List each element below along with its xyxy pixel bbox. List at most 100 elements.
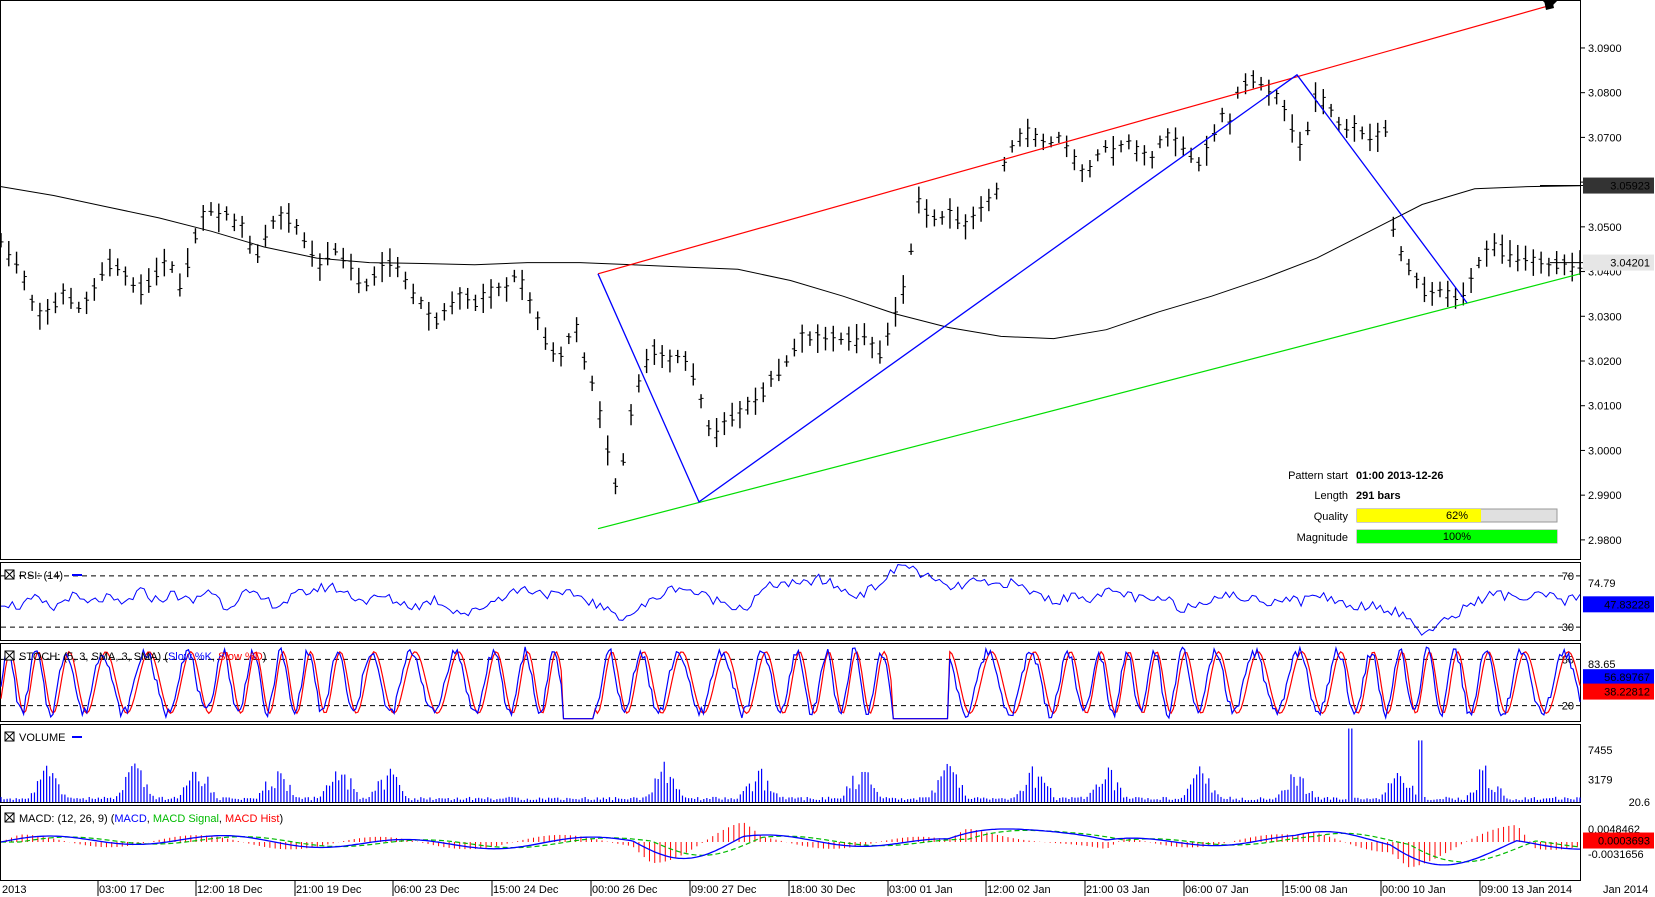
volume-close-icon[interactable] — [4, 731, 15, 742]
price-bar — [99, 262, 105, 281]
price-bar — [799, 324, 805, 353]
price-bar — [426, 301, 432, 331]
price-bar — [418, 296, 424, 309]
price-bar — [1204, 135, 1210, 166]
price-bar — [488, 279, 494, 309]
price-bar — [737, 401, 743, 429]
x-label-9: 03:00 01 Jan — [889, 884, 953, 896]
price-bar — [978, 196, 984, 222]
volume-title: VOLUME — [19, 732, 65, 744]
rsi-top-tick: 74.79 — [1588, 578, 1616, 590]
x-label-5: 15:00 24 Dec — [493, 884, 559, 896]
rsi-value-label: 47.83228 — [1604, 599, 1650, 611]
price-bar — [1414, 272, 1420, 289]
price-bar — [1025, 118, 1031, 148]
x-label-6: 00:00 26 Dec — [592, 884, 658, 896]
price-bar — [636, 374, 642, 393]
price-bar — [1141, 145, 1147, 166]
price-bar — [620, 453, 626, 466]
price-bar — [1398, 246, 1404, 262]
price-bar — [900, 275, 906, 304]
price-bar — [1344, 118, 1350, 138]
stoch-d-value-label-bg — [1583, 683, 1654, 700]
price-bar — [1095, 149, 1101, 162]
volume-value-label-bg — [1583, 793, 1654, 810]
pattern-start-label: Pattern start — [1288, 470, 1348, 482]
price-bar — [846, 326, 852, 351]
price-bar — [815, 324, 821, 353]
price-bar — [465, 287, 471, 309]
price-bar — [52, 292, 58, 314]
price-bar — [721, 412, 727, 436]
price-bar — [122, 266, 128, 286]
price-bar — [107, 248, 113, 277]
price-value-label-bg — [1583, 254, 1654, 271]
magnitude-bar-fill — [1357, 530, 1557, 543]
price-bar — [527, 292, 533, 314]
stoch-panel — [0, 643, 1581, 722]
x-label-8: 18:00 30 Dec — [790, 884, 856, 896]
price-bar — [581, 352, 587, 370]
volume-panel — [0, 724, 1581, 803]
x-label-3: 21:00 19 Dec — [296, 884, 362, 896]
price-bar — [706, 420, 712, 437]
price-bar — [1351, 115, 1357, 142]
macd-signal-line — [1, 829, 1581, 863]
price-bar — [60, 283, 66, 305]
stoch-level-low-label: 20 — [1562, 701, 1574, 713]
stoch-level-high-label: 80 — [1562, 654, 1574, 666]
price-bar — [659, 345, 665, 369]
price-bar — [504, 277, 510, 302]
volume-tick-0: 7455 — [1588, 745, 1612, 757]
price-bar — [91, 278, 97, 301]
price-bar — [1297, 131, 1303, 161]
rsi-level-high-label: 70 — [1562, 571, 1574, 583]
x-label-2: 12:00 18 Dec — [197, 884, 263, 896]
price-bar — [1258, 76, 1264, 91]
price-bar — [449, 291, 455, 315]
volume-tick-1: 3179 — [1588, 775, 1612, 787]
price-bar — [200, 204, 206, 231]
macd-value-label: 0.0003693 — [1598, 836, 1650, 848]
price-bar — [270, 215, 276, 229]
price-bar — [854, 324, 860, 354]
price-bar — [791, 338, 797, 357]
ma-value-label: 3.05923 — [1610, 181, 1650, 193]
price-bar — [1336, 116, 1342, 132]
macd-close-icon[interactable] — [4, 812, 15, 823]
stoch-close-icon[interactable] — [4, 650, 15, 661]
rsi-close-icon[interactable] — [4, 569, 15, 580]
main-y-tick-6: 3.0300 — [1588, 311, 1622, 323]
price-bar — [682, 351, 688, 371]
price-bar — [1530, 249, 1536, 276]
price-bar — [612, 478, 618, 495]
price-bar — [255, 244, 261, 264]
price-bar — [994, 182, 1000, 200]
price-value-label: 3.04201 — [1610, 258, 1650, 270]
price-bar — [651, 339, 657, 365]
price-bar — [1390, 216, 1396, 237]
price-bar — [1196, 157, 1202, 172]
price-bar — [496, 282, 502, 297]
price-bar — [1491, 233, 1497, 257]
price-bar — [752, 387, 758, 415]
price-bar — [916, 186, 922, 214]
price-bar — [402, 271, 408, 290]
price-bar — [1219, 107, 1225, 123]
price-bar — [947, 198, 953, 229]
price-bar — [309, 240, 315, 267]
price-bar — [146, 268, 152, 293]
price-bar — [138, 274, 144, 305]
price-bar — [838, 332, 844, 345]
main-y-tick-11: 2.9800 — [1588, 535, 1622, 547]
macd-title: MACD: (12, 26, 9) (MACD, MACD Signal, MA… — [19, 813, 283, 825]
x-label-11: 21:00 03 Jan — [1086, 884, 1150, 896]
price-bar — [278, 206, 284, 230]
price-bar — [371, 266, 377, 286]
price-bar — [21, 270, 27, 291]
price-bar — [1157, 135, 1163, 149]
price-bar — [1429, 282, 1435, 306]
price-bar — [239, 215, 245, 238]
price-bar — [395, 256, 401, 278]
price-bar — [823, 326, 829, 351]
